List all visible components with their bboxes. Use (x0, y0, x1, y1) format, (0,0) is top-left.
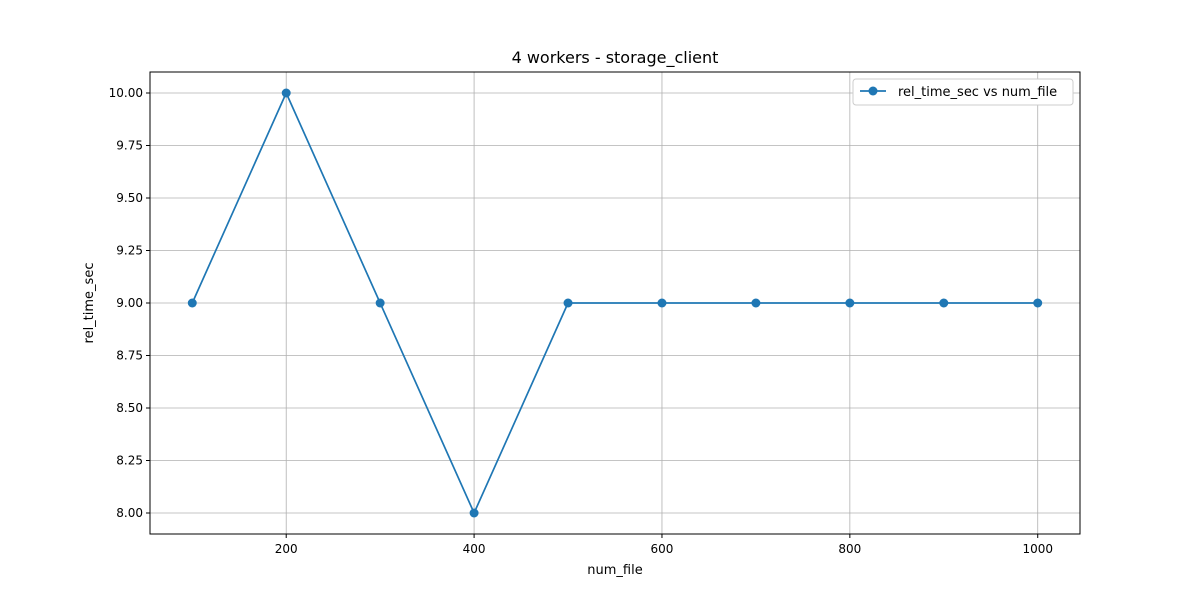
y-tick-label: 8.50 (116, 401, 143, 415)
data-point (845, 298, 855, 308)
data-point (751, 298, 761, 308)
x-axis-label: num_file (587, 563, 642, 578)
legend: rel_time_sec vs num_file (852, 78, 1074, 106)
x-tick-label: 400 (463, 542, 486, 556)
y-tick-label: 10.00 (109, 86, 143, 100)
data-point (281, 88, 291, 98)
data-point (657, 298, 667, 308)
ticks: 200 400 600 800 1000 8.00 8.25 8.50 8.75 9.00 9.25… (109, 86, 1053, 556)
data-point (939, 298, 949, 308)
data-point (563, 298, 573, 308)
y-tick-label: 8.25 (116, 454, 143, 468)
data-point (187, 298, 197, 308)
series-line (191, 92, 1038, 514)
series-layer (187, 88, 1043, 518)
x-tick-label: 200 (275, 542, 298, 556)
y-tick-label: 9.75 (116, 139, 143, 153)
chart-title: 4 workers - storage_client (512, 48, 719, 68)
y-tick-label: 8.00 (116, 506, 143, 520)
y-tick-label: 9.50 (116, 191, 143, 205)
data-point (375, 298, 385, 308)
y-axis-label: rel_time_sec (82, 263, 97, 344)
x-tick-label: 800 (838, 542, 861, 556)
x-tick-label: 600 (651, 542, 674, 556)
legend-marker (868, 86, 878, 96)
y-tick-label: 9.00 (116, 296, 143, 310)
y-tick-label: 9.25 (116, 244, 143, 258)
legend-label: rel_time_sec vs num_file (898, 85, 1057, 100)
legend-box (852, 78, 1074, 106)
y-tick-label: 8.75 (116, 349, 143, 363)
data-point (469, 508, 479, 518)
data-point (1033, 298, 1043, 308)
x-tick-label: 1000 (1022, 542, 1053, 556)
